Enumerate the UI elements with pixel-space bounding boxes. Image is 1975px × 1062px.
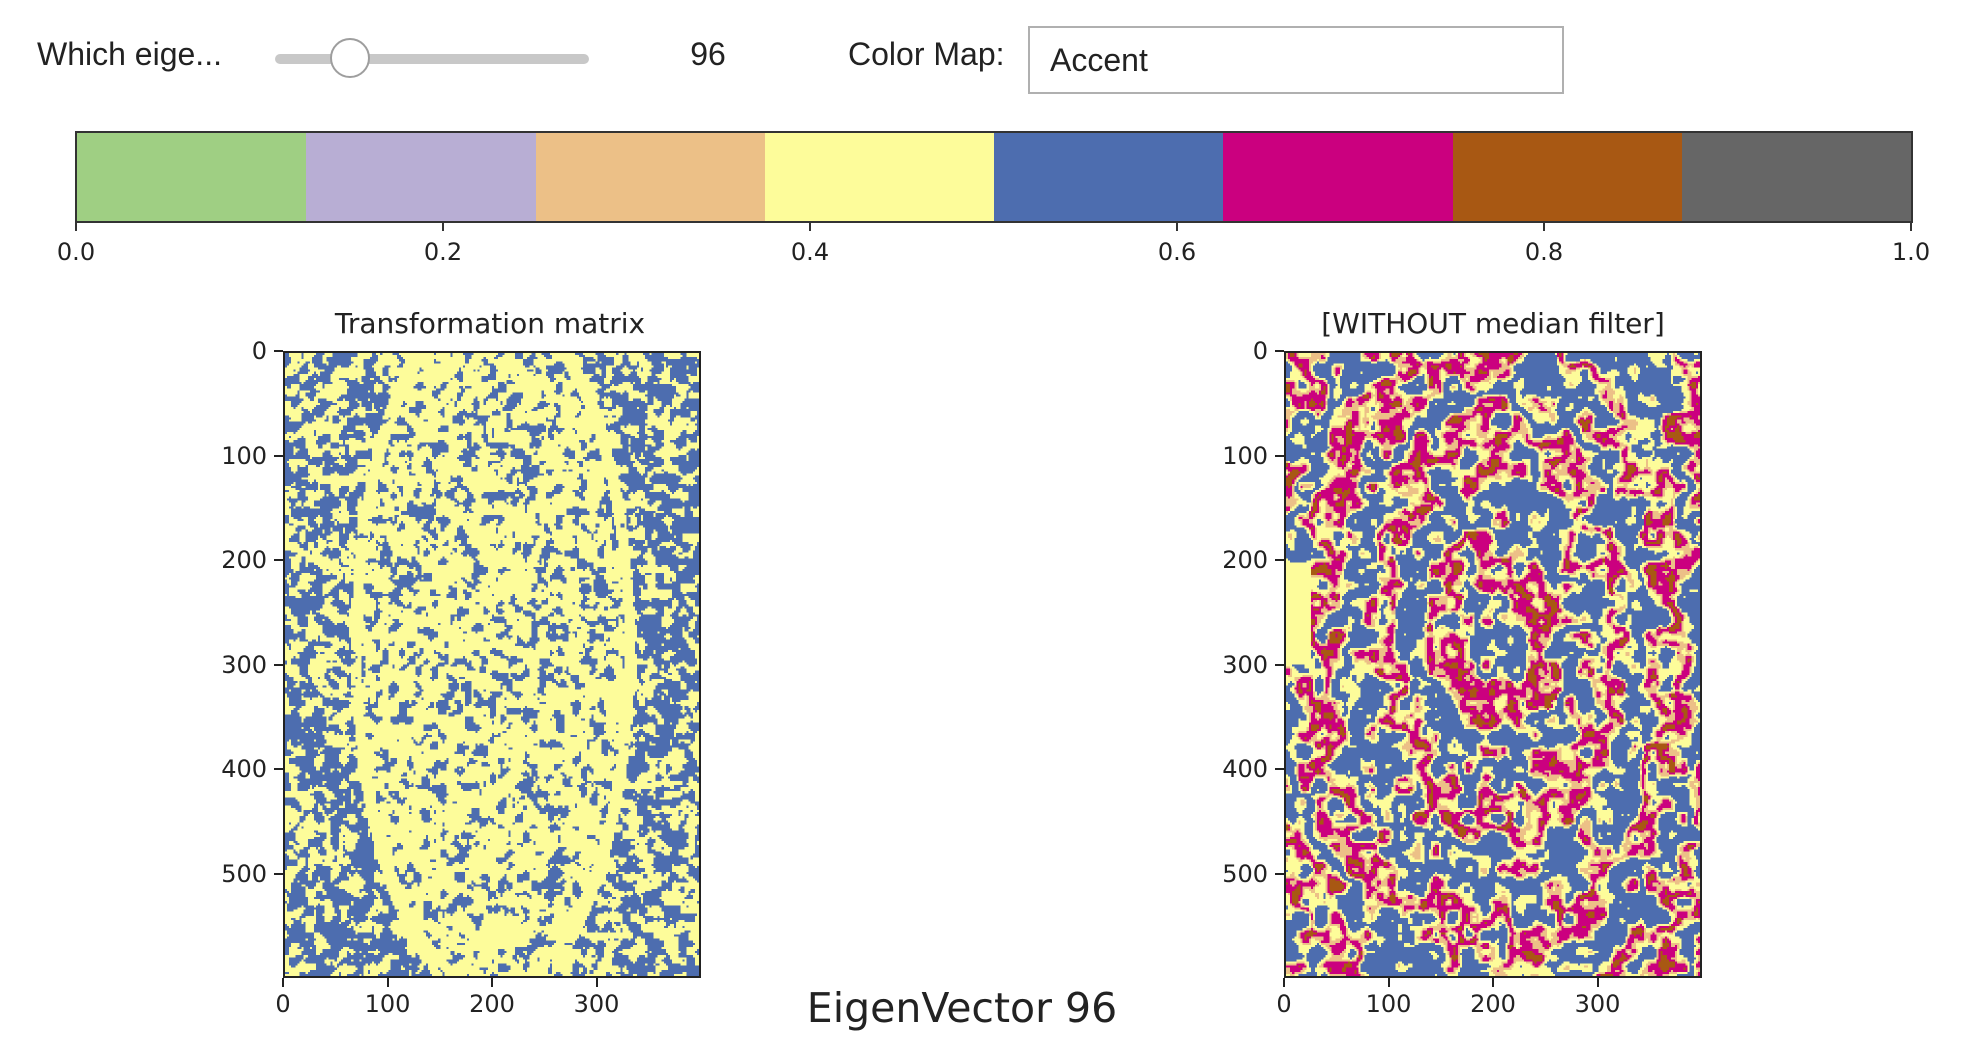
without-median-filter-image [1284,351,1702,978]
y-tick-label: 200 [1222,546,1268,574]
y-tick-label: 100 [221,441,267,470]
widget-row: Which eige... 96 Color Map: [0,0,1975,120]
colorbar-tick [1910,223,1912,231]
x-tick [282,978,284,987]
x-tick-label: 0 [275,990,291,1018]
y-tick [1275,454,1284,457]
y-tick-label: 100 [1222,441,1268,470]
y-tick [1275,768,1284,770]
colorbar-swatch-5 [1223,133,1453,221]
colorbar-swatch-1 [306,133,536,221]
y-tick-label: 500 [1222,859,1268,888]
colorbar-swatch-0 [77,133,307,221]
x-tick [386,978,389,987]
y-tick-label: 300 [1222,650,1268,679]
x-tick-label: 100 [1365,990,1412,1018]
colorbar-swatch-3 [764,133,994,221]
colorbar-tick [809,223,811,231]
plot-title-without-median: [WITHOUT median filter] [1321,307,1665,340]
y-tick-label: 200 [221,546,267,574]
color-map-input[interactable] [1028,26,1564,94]
colorbar-tick [442,223,444,231]
colorbar-tick-label: 0.8 [1524,238,1564,266]
x-tick-label: 300 [573,990,620,1018]
colorbar [75,131,1913,223]
colorbar-tick-label: 1.0 [1891,238,1931,266]
eigen-slider[interactable] [275,38,589,78]
y-tick [1275,559,1284,561]
x-tick [1596,978,1599,987]
y-tick-label: 400 [221,755,267,783]
y-tick-label: 0 [251,337,267,365]
x-tick-label: 0 [1276,990,1292,1018]
x-tick-label: 300 [1574,990,1621,1018]
y-tick [274,350,283,352]
x-tick [1492,978,1494,987]
plot-title-transformation: Transformation matrix [334,307,646,340]
x-tick-label: 200 [469,990,515,1018]
y-tick [274,768,283,770]
y-tick [274,663,283,666]
x-tick [595,978,598,987]
colorbar-tick [1543,223,1545,231]
y-tick-label: 500 [221,859,267,888]
color-map-label: Color Map: [848,36,1005,72]
figure-suptitle: EigenVector 96 [806,984,1118,1032]
y-tick [1275,350,1284,352]
y-tick-label: 400 [1222,755,1268,783]
colorbar-swatch-7 [1681,133,1911,221]
x-tick-label: 200 [1470,990,1516,1018]
y-tick-label: 300 [221,650,267,679]
y-tick [274,559,283,561]
colorbar-tick-label: 0.0 [56,238,96,266]
y-tick [274,872,283,875]
transformation-matrix-image [283,351,701,978]
x-tick [491,978,493,987]
slider-value: 96 [690,36,726,72]
colorbar-swatch-4 [994,133,1224,221]
colorbar-tick-label: 0.6 [1157,238,1197,266]
y-tick [1275,663,1284,666]
y-tick [274,454,283,457]
colorbar-tick-label: 0.2 [423,238,463,266]
x-tick [1283,978,1285,987]
slider-label: Which eige... [37,36,222,72]
slider-thumb[interactable] [330,38,371,78]
y-tick-label: 0 [1252,337,1268,365]
colorbar-swatch-6 [1452,133,1682,221]
y-tick [1275,872,1284,875]
colorbar-tick [1176,223,1178,231]
colorbar-swatch-2 [535,133,765,221]
colorbar-tick-label: 0.4 [790,238,830,266]
x-tick-label: 100 [364,990,411,1018]
colorbar-tick [75,223,77,231]
x-tick [1387,978,1390,987]
